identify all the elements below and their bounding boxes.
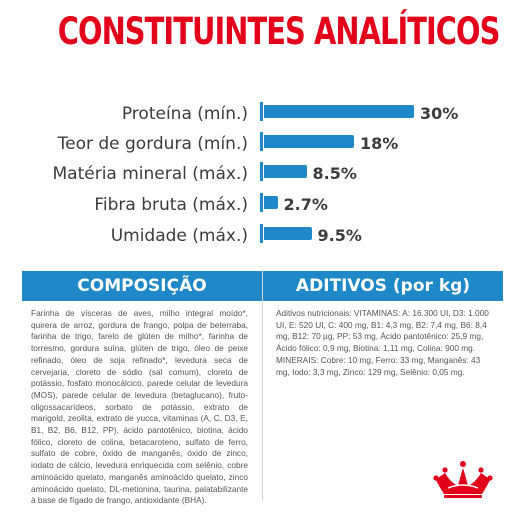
analytic-bar: [260, 224, 312, 243]
analytic-row: Teor de gordura (mín.) 18%: [0, 132, 525, 156]
section-divider: [262, 271, 263, 501]
analytic-bar: [260, 132, 354, 151]
analytic-value: 2.7%: [283, 195, 328, 214]
analytic-label: Umidade (máx.): [110, 226, 248, 246]
analytic-value: 8.5%: [312, 164, 357, 183]
composition-header: COMPOSIÇÃO: [22, 271, 262, 301]
analytic-label: Fibra bruta (máx.): [94, 195, 248, 215]
additives-header: ADITIVOS (por kg): [263, 271, 503, 301]
footer-band: [0, 510, 525, 525]
royal-canin-crown-logo: [428, 458, 498, 509]
analytic-row: Matéria mineral (máx.) 8.5%: [0, 162, 525, 186]
composition-text: Farinha de vísceras de aves, milho integ…: [31, 308, 248, 506]
analytic-value: 9.5%: [317, 226, 362, 245]
analytic-bar: [260, 102, 414, 121]
analytic-bar: [260, 193, 278, 212]
analytic-row: Fibra bruta (máx.) 2.7%: [0, 193, 525, 217]
additives-text: Aditivos nutricionais: VITAMINAS: A: 16.…: [276, 308, 489, 377]
analytic-value: 18%: [360, 134, 399, 153]
analytic-value: 30%: [420, 104, 459, 123]
analytic-row: Proteína (mín.) 30%: [0, 102, 525, 126]
analytic-label: Teor de gordura (mín.): [57, 134, 248, 154]
analytic-label: Matéria mineral (máx.): [52, 164, 249, 184]
analytic-row: Umidade (máx.) 9.5%: [0, 224, 525, 248]
analytic-label: Proteína (mín.): [121, 104, 248, 124]
page-title: CONSTITUINTES ANALÍTICOS: [57, 10, 501, 53]
analytic-bar: [260, 162, 307, 181]
